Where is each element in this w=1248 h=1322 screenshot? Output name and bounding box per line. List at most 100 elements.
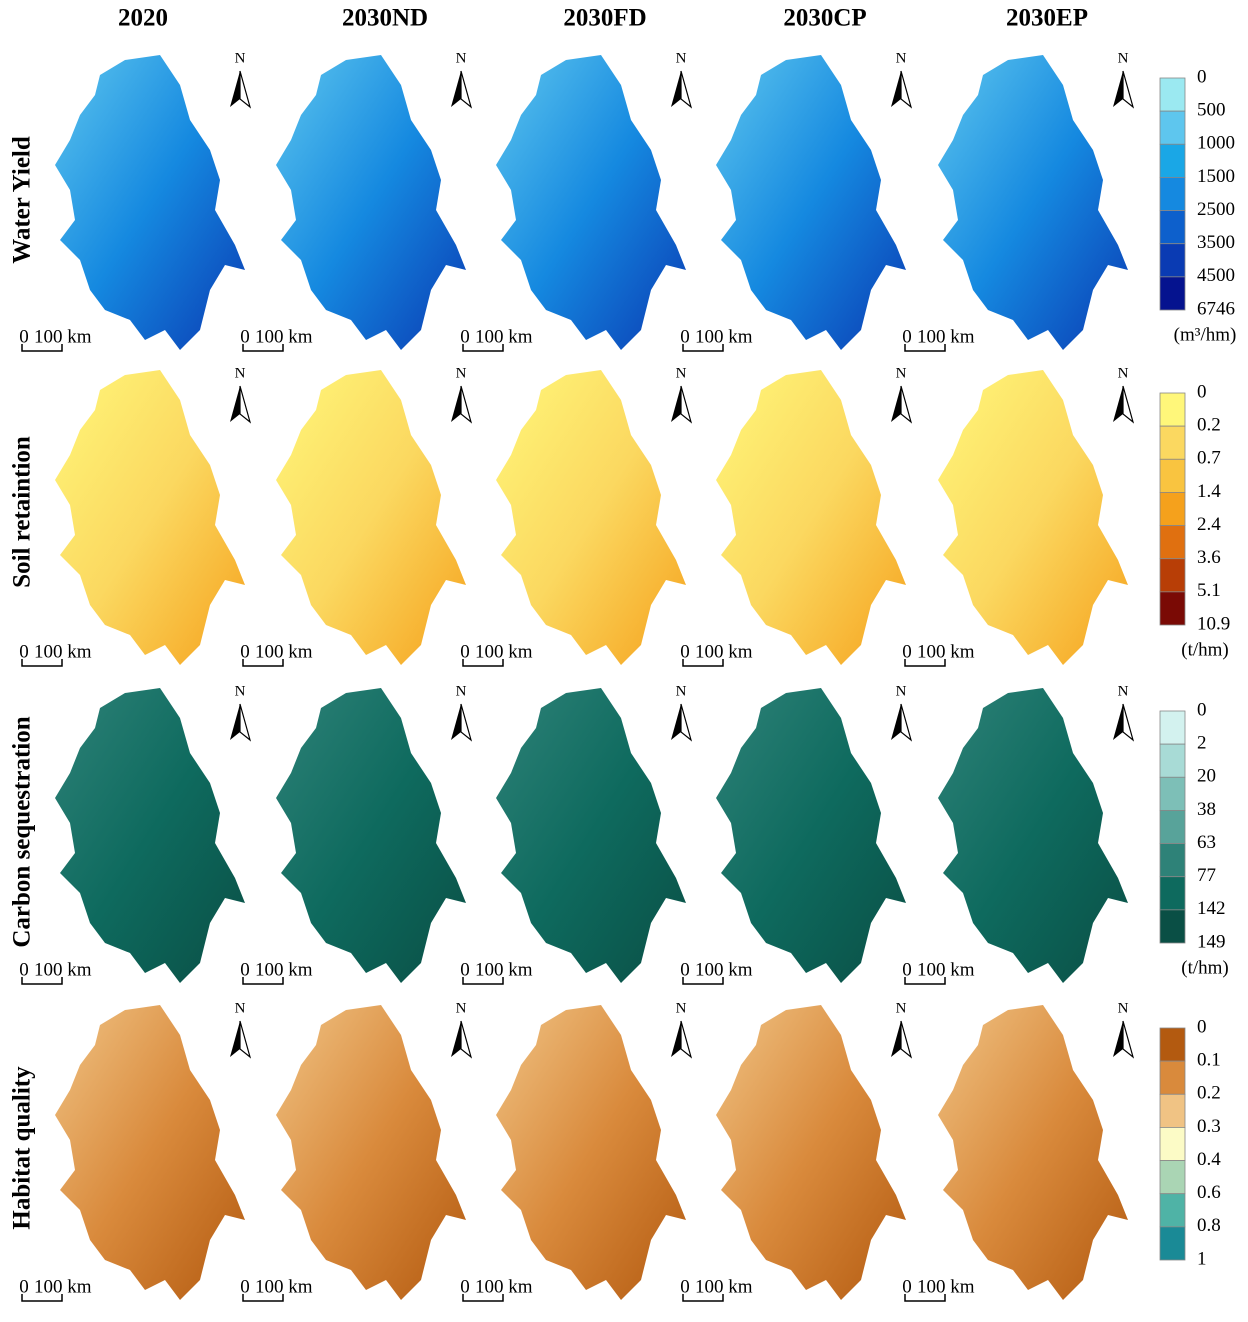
scale-bar (682, 659, 724, 667)
legend-swatch (1159, 909, 1186, 944)
row-label: Water Yield (9, 136, 36, 264)
scale-end: 100 km (255, 641, 313, 662)
north-arrow (1113, 1021, 1123, 1057)
legend-label: 4500 (1197, 265, 1235, 286)
scale-start: 0 (680, 641, 690, 662)
north-label: N (235, 1000, 246, 1016)
legend-label: 2.4 (1197, 514, 1221, 535)
north-label: N (235, 365, 246, 381)
north-arrow (671, 386, 681, 422)
legend-swatch (1159, 392, 1186, 427)
legend-label: 10.9 (1197, 613, 1230, 634)
scale-bar (21, 1294, 63, 1302)
north-arrow (239, 385, 252, 424)
column-title: 2030CP (783, 5, 866, 32)
north-arrow (900, 1020, 913, 1059)
legend-label: 1 (1197, 1248, 1207, 1269)
legend-label: 5.1 (1197, 580, 1221, 601)
scale-end: 100 km (695, 1276, 753, 1297)
legend-label: 0.4 (1197, 1149, 1221, 1170)
legend-swatch (1159, 1127, 1186, 1161)
scale-start: 0 (902, 326, 912, 347)
legend-swatch (1159, 425, 1186, 460)
north-arrow (1122, 1020, 1135, 1059)
map-region (496, 55, 686, 350)
north-arrow (230, 71, 240, 107)
north-arrow (1122, 385, 1135, 424)
scale-bar (242, 977, 284, 985)
scale-start: 0 (19, 326, 29, 347)
map-region (938, 370, 1128, 665)
map-region (55, 1005, 245, 1300)
scale-bar (682, 344, 724, 352)
north-arrow (900, 703, 913, 742)
north-arrow (891, 1021, 901, 1057)
north-label: N (896, 683, 907, 699)
legend-label: 0.7 (1197, 448, 1221, 469)
scale-end: 100 km (34, 1276, 92, 1297)
scale-start: 0 (19, 641, 29, 662)
map-region (716, 370, 906, 665)
legend-label: 0 (1197, 66, 1207, 87)
scale-start: 0 (680, 326, 690, 347)
legend-unit: (m³/hm) (1174, 324, 1237, 345)
north-arrow (671, 704, 681, 740)
north-arrow (1113, 704, 1123, 740)
legend-swatch (1159, 77, 1186, 112)
scale-bar (462, 344, 504, 352)
scale-bar (904, 344, 946, 352)
scale-start: 0 (902, 641, 912, 662)
scale-bar (682, 1294, 724, 1302)
map-region (716, 688, 906, 983)
legend-label: 0 (1197, 381, 1207, 402)
north-arrow (451, 1021, 461, 1057)
north-arrow (680, 385, 693, 424)
north-arrow (671, 1021, 681, 1057)
scale-start: 0 (680, 959, 690, 980)
legend-swatch (1159, 276, 1186, 311)
legend-swatch (1159, 1193, 1186, 1228)
scale-end: 100 km (475, 641, 533, 662)
north-arrow (239, 1020, 252, 1059)
legend-swatch (1159, 810, 1186, 844)
legend-swatch (1159, 458, 1186, 493)
legend-swatch (1159, 776, 1186, 811)
scale-start: 0 (240, 641, 250, 662)
scale-end: 100 km (34, 641, 92, 662)
legend-swatch (1159, 492, 1186, 526)
north-arrow (671, 71, 681, 107)
legend-label: 38 (1197, 799, 1216, 820)
legend-unit: (t/hm) (1181, 957, 1229, 978)
row-label: Habitat quality (9, 1066, 36, 1230)
scale-start: 0 (902, 1276, 912, 1297)
legend-label: 0.2 (1197, 1083, 1221, 1104)
north-arrow (230, 1021, 240, 1057)
north-arrow (680, 703, 693, 742)
legend-label: 0 (1197, 1016, 1207, 1037)
legend-label: 2500 (1197, 199, 1235, 220)
legend-label: 0 (1197, 699, 1207, 720)
scale-start: 0 (460, 1276, 470, 1297)
scale-start: 0 (460, 959, 470, 980)
legend-label: 149 (1197, 931, 1226, 952)
legend-swatch (1159, 210, 1186, 245)
north-arrow (460, 385, 473, 424)
north-arrow (1113, 71, 1123, 107)
north-label: N (1118, 365, 1129, 381)
legend-label: 0.3 (1197, 1116, 1221, 1137)
scale-end: 100 km (255, 959, 313, 980)
scale-bar (21, 659, 63, 667)
legend-label: 0.2 (1197, 415, 1221, 436)
map-region (496, 370, 686, 665)
scale-bar (242, 659, 284, 667)
scale-end: 100 km (917, 1276, 975, 1297)
scale-start: 0 (902, 959, 912, 980)
scale-bar (242, 1294, 284, 1302)
scale-bar (904, 977, 946, 985)
map-region (276, 688, 466, 983)
north-arrow (451, 704, 461, 740)
north-arrow (460, 1020, 473, 1059)
legend-label: 2 (1197, 733, 1207, 754)
scale-end: 100 km (695, 641, 753, 662)
